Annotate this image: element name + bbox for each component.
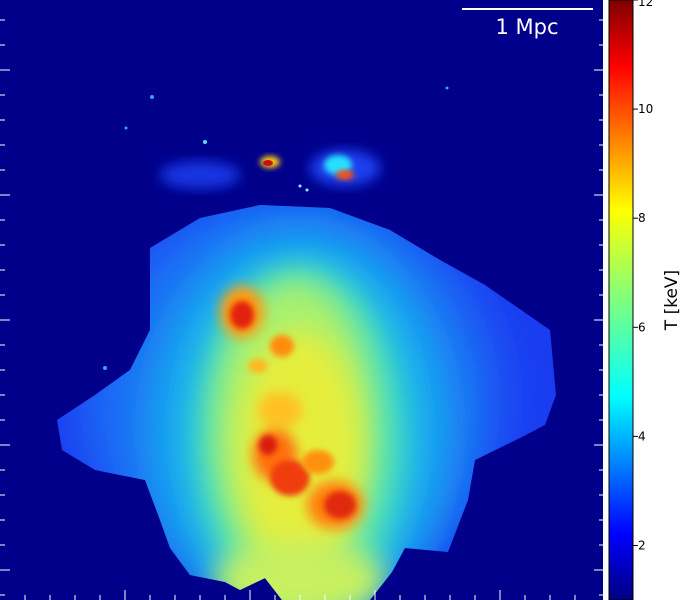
northern-clumps bbox=[103, 86, 449, 370]
colorbar-gradient bbox=[608, 0, 634, 600]
colorbar-tick-label: 10 bbox=[638, 102, 653, 116]
colorbar-tick-label: 12 bbox=[638, 0, 653, 9]
colorbar-label: T [keV] bbox=[662, 270, 682, 331]
scale-bar-label: 1 Mpc bbox=[495, 15, 558, 39]
colorbar-tick-label: 6 bbox=[638, 320, 646, 334]
colorbar-tick-label: 8 bbox=[638, 211, 646, 225]
scale-bar: 1 Mpc bbox=[462, 8, 593, 39]
colorbar-tick-label: 4 bbox=[638, 429, 646, 443]
hot-regions bbox=[220, 286, 363, 529]
temperature-map: 1 Mpc bbox=[0, 0, 605, 600]
colorbar: 2 4 6 8 10 12 T [keV] bbox=[608, 0, 682, 600]
colorbar-ticks: 2 4 6 8 10 12 bbox=[633, 0, 653, 552]
colorbar-tick-label: 2 bbox=[638, 538, 646, 552]
